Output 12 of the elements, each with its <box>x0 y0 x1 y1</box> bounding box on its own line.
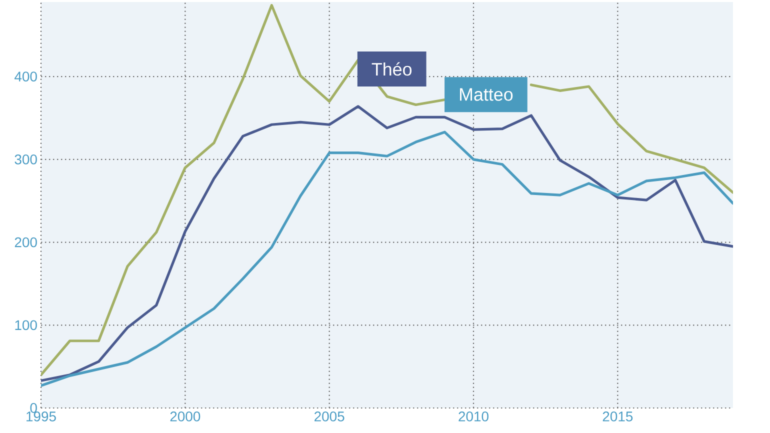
x-tick-label: 2000 <box>170 412 200 422</box>
y-tick-label: 400 <box>14 72 37 82</box>
y-tick-label: 200 <box>14 237 37 248</box>
series-label: Théo <box>372 62 412 76</box>
x-tick-label: 2010 <box>458 412 488 422</box>
x-tick-label: 1995 <box>26 412 56 422</box>
y-tick-label: 300 <box>14 154 37 164</box>
x-tick-label: 2015 <box>602 412 633 422</box>
x-tick-label: 2005 <box>314 412 344 422</box>
y-tick-label: 100 <box>15 320 37 330</box>
series-label: Matteo <box>460 88 513 101</box>
y-tick-label: 0 <box>30 403 37 413</box>
